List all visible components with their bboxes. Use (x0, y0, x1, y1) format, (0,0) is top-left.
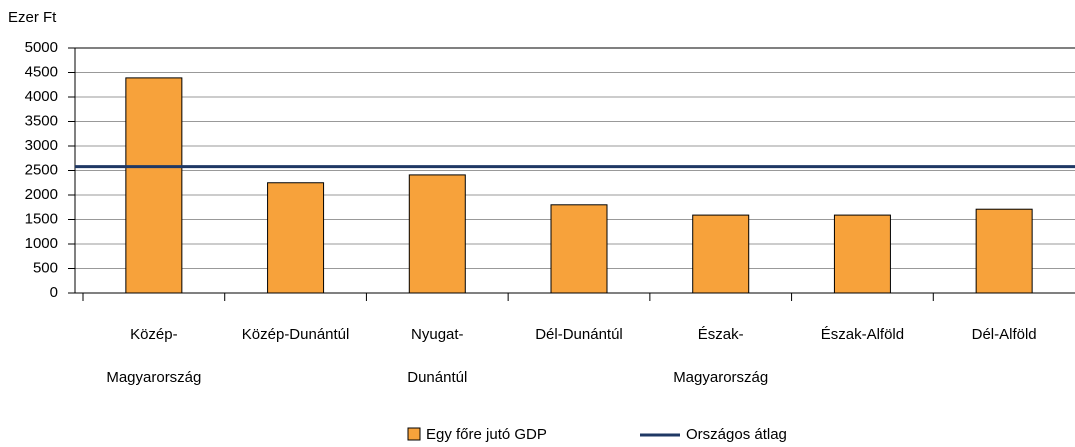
x-tick-label: Magyarország (673, 369, 768, 386)
legend-swatch (407, 427, 421, 441)
x-tick-label: Észak-Alföld (821, 326, 904, 343)
bar (267, 182, 325, 294)
bar (975, 208, 1033, 294)
legend-label: Országos átlag (686, 426, 787, 443)
x-tick-label: Nyugat- (411, 326, 464, 343)
bar (833, 214, 891, 294)
x-tick-label: Észak- (698, 326, 744, 343)
y-axis-label: Ezer Ft (8, 9, 57, 26)
bar (692, 214, 750, 294)
x-tick-label: Dél-Dunántúl (535, 326, 623, 343)
y-tick-label: 4000 (25, 88, 58, 105)
x-tick-label: Dunántúl (407, 369, 467, 386)
y-tick-label: 3500 (25, 112, 58, 129)
y-tick-label: 5000 (25, 39, 58, 56)
y-tick-label: 2500 (25, 161, 58, 178)
y-tick-label: 1500 (25, 210, 58, 227)
bar (125, 77, 183, 294)
y-tick-label: 500 (33, 259, 58, 276)
y-tick-label: 4500 (25, 63, 58, 80)
bar (550, 204, 608, 294)
y-tick-label: 1000 (25, 235, 58, 252)
y-tick-label: 0 (50, 284, 58, 301)
y-tick-label: 2000 (25, 186, 58, 203)
legend-label: Egy főre jutó GDP (426, 426, 547, 443)
x-tick-label: Dél-Alföld (972, 326, 1037, 343)
x-tick-label: Közép-Dunántúl (242, 326, 350, 343)
bar (408, 174, 466, 294)
y-tick-label: 3000 (25, 137, 58, 154)
x-tick-label: Közép- (130, 326, 178, 343)
x-tick-label: Magyarország (106, 369, 201, 386)
